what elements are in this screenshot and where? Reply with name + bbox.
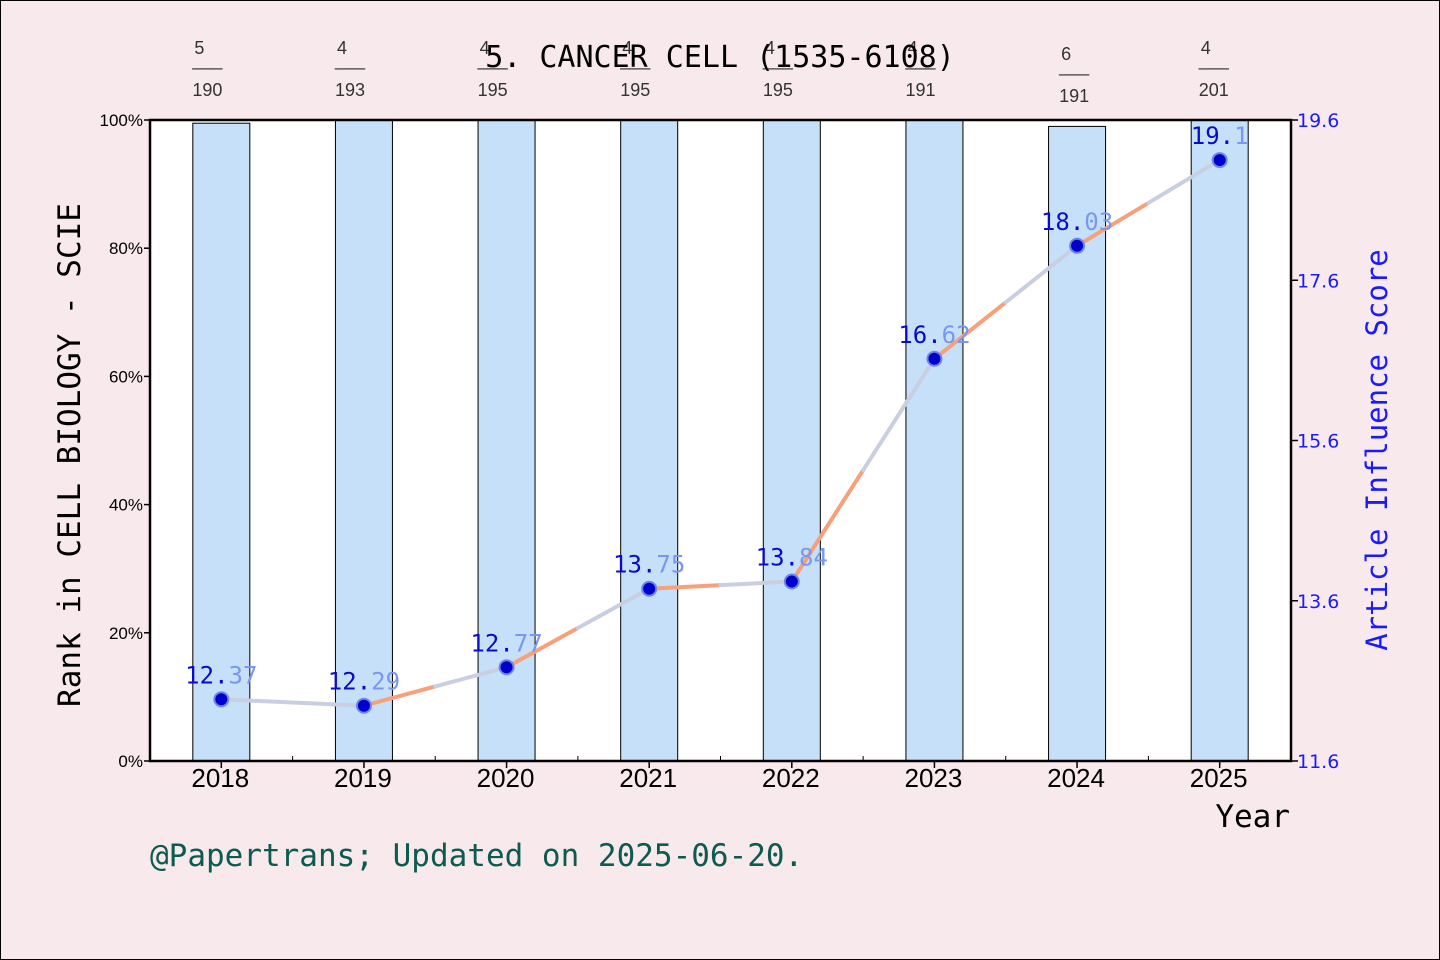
y-right-tick-label: 19.6 <box>1297 110 1339 132</box>
series-segment-2024 <box>1075 200 1151 248</box>
rank-bar-2023 <box>905 119 964 762</box>
rank-numerator-2019: 4 <box>337 38 347 58</box>
series-segment-2022-b <box>861 356 937 473</box>
data-label-2024: 18.03 <box>1041 208 1113 236</box>
data-point-2025 <box>1211 152 1228 169</box>
rank-bar-2021 <box>620 119 679 762</box>
series-segment-2024-b <box>1146 158 1222 205</box>
series-segment-2019-b <box>433 665 509 689</box>
rank-denominator-2022: 195 <box>763 80 793 100</box>
rank-fraction-bar-2023: ___ <box>904 50 936 71</box>
data-point-2020 <box>498 659 515 676</box>
x-tick-label: 2024 <box>1047 763 1105 793</box>
x-tick-label: 2023 <box>905 763 963 793</box>
rank-denominator-2019: 193 <box>335 80 365 100</box>
rank-fraction-bar-2019: ___ <box>334 50 366 71</box>
y-left-tick-label: 60% <box>109 367 143 386</box>
y-left-tick-label: 40% <box>109 496 143 515</box>
y-left-tick-label: 0% <box>118 752 143 771</box>
series-segment-2020-b <box>575 586 652 630</box>
rank-bar-2022 <box>762 119 821 762</box>
series-segment-2023 <box>932 300 1008 361</box>
data-label-2018: 12.37 <box>185 661 257 689</box>
y-right-tick-label: 13.6 <box>1297 591 1339 613</box>
lines-layer <box>219 158 1222 708</box>
rank-denominator-2024: 191 <box>1059 86 1089 106</box>
series-segment-2020 <box>504 625 580 670</box>
chart-title: 5. CANCER CELL (1535-6108) <box>485 40 955 75</box>
y-right-tick-label: 17.6 <box>1297 270 1339 292</box>
rank-fractions-layer: 5___1904___1934___1954___1954___1954___1… <box>191 38 1229 106</box>
plot-area <box>150 120 1291 761</box>
rank-bar-2018 <box>192 122 251 762</box>
x-tick-label: 2022 <box>762 763 820 793</box>
rank-numerator-2023: 4 <box>907 38 917 58</box>
rank-denominator-2018: 190 <box>192 80 222 100</box>
rank-fraction-bar-2022: ___ <box>762 50 794 71</box>
rank-denominator-2023: 191 <box>905 80 935 100</box>
x-tick-label: 2018 <box>191 763 249 793</box>
y-axis-right-label: Article Influence Score <box>1360 249 1394 651</box>
rank-bar-2019 <box>334 119 393 762</box>
data-label-2019: 12.29 <box>328 668 400 696</box>
rank-fraction-bar-2024: ___ <box>1058 56 1090 77</box>
x-tick-label: 2020 <box>477 763 535 793</box>
rank-numerator-2025: 4 <box>1201 38 1211 58</box>
y-right-tick-label: 15.6 <box>1297 431 1339 453</box>
ticks-layer: 0% 20% 40% 60% 80% 100% 11.6 13.6 15.6 17.6 19.6 20… <box>100 110 1340 793</box>
rank-bar-2025 <box>1190 119 1249 762</box>
rank-numerator-2020: 4 <box>480 38 490 58</box>
rank-numerator-2024: 6 <box>1061 44 1071 64</box>
rank-numerator-2018: 5 <box>194 38 204 58</box>
y-left-tick-label: 80% <box>109 239 143 258</box>
rank-fraction-bar-2025: ___ <box>1198 50 1230 71</box>
rank-fraction-bar-2020: ___ <box>477 50 509 71</box>
series-segment-2022 <box>789 468 866 584</box>
data-label-2023: 16.62 <box>898 321 970 349</box>
data-label-2022: 13.84 <box>756 544 828 572</box>
x-tick-label: 2019 <box>334 763 392 793</box>
y-right-tick-label: 11.6 <box>1297 751 1339 773</box>
data-label-2025: 19.1 <box>1191 122 1249 150</box>
series-segment-2023-b <box>1003 243 1080 305</box>
data-point-2022 <box>783 573 800 590</box>
points-layer: 12.37 12.29 12.77 13.75 13.84 16.62 18.03 19.1 <box>185 122 1249 714</box>
data-point-2023 <box>926 350 943 367</box>
rank-denominator-2025: 201 <box>1199 80 1229 100</box>
data-point-2019 <box>355 697 372 714</box>
data-label-2021: 13.75 <box>613 551 685 579</box>
y-left-tick-label: 100% <box>100 111 143 130</box>
y-left-tick-label: 20% <box>109 624 143 643</box>
rank-fraction-bar-2021: ___ <box>619 50 651 71</box>
series-segment-2021-b <box>718 579 794 588</box>
data-label-2020: 12.77 <box>470 629 542 657</box>
x-tick-label: 2025 <box>1190 763 1248 793</box>
rank-numerator-2021: 4 <box>622 38 632 58</box>
data-point-2021 <box>641 580 658 597</box>
rank-denominator-2021: 195 <box>620 80 650 100</box>
series-segment-2021 <box>647 583 723 591</box>
rank-denominator-2020: 195 <box>478 80 508 100</box>
y-axis-left-label: Rank in CELL BIOLOGY - SCIE <box>52 203 88 707</box>
rank-fraction-bar-2018: ___ <box>191 50 223 71</box>
x-tick-label: 2021 <box>619 763 677 793</box>
footer-credit: @Papertrans; Updated on 2025-06-20. <box>150 838 803 874</box>
x-axis-label: Year <box>1215 799 1290 835</box>
series-segment-2018 <box>219 697 366 708</box>
data-point-2018 <box>213 691 230 708</box>
data-point-2024 <box>1069 237 1086 254</box>
series-segment-2019 <box>361 684 438 708</box>
rank-numerator-2022: 4 <box>765 38 775 58</box>
